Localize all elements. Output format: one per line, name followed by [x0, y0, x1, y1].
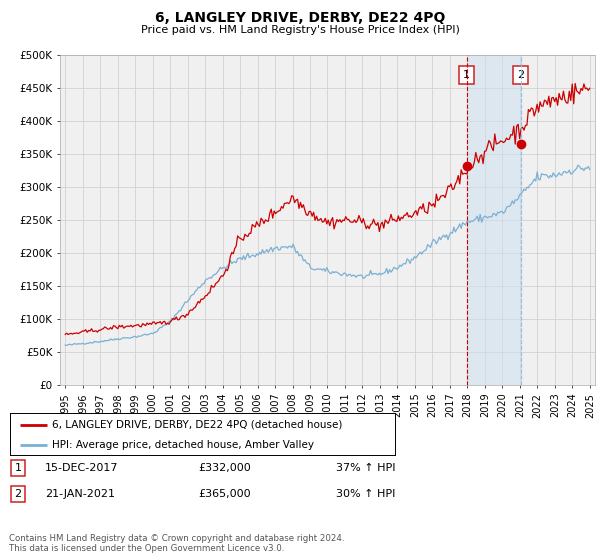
Text: 2: 2: [517, 70, 524, 80]
Text: 1: 1: [14, 463, 22, 473]
Text: 30% ↑ HPI: 30% ↑ HPI: [336, 489, 395, 499]
Text: 6, LANGLEY DRIVE, DERBY, DE22 4PQ (detached house): 6, LANGLEY DRIVE, DERBY, DE22 4PQ (detac…: [52, 420, 343, 430]
Text: 2: 2: [14, 489, 22, 499]
Bar: [467, 55, 521, 385]
Text: £365,000: £365,000: [198, 489, 251, 499]
Text: 15-DEC-2017: 15-DEC-2017: [45, 463, 119, 473]
Text: 1: 1: [463, 70, 470, 80]
Text: HPI: Average price, detached house, Amber Valley: HPI: Average price, detached house, Ambe…: [52, 440, 314, 450]
Text: 37% ↑ HPI: 37% ↑ HPI: [336, 463, 395, 473]
Text: £332,000: £332,000: [198, 463, 251, 473]
Text: Price paid vs. HM Land Registry's House Price Index (HPI): Price paid vs. HM Land Registry's House …: [140, 25, 460, 35]
Text: 6, LANGLEY DRIVE, DERBY, DE22 4PQ: 6, LANGLEY DRIVE, DERBY, DE22 4PQ: [155, 11, 445, 25]
Text: Contains HM Land Registry data © Crown copyright and database right 2024.
This d: Contains HM Land Registry data © Crown c…: [9, 534, 344, 553]
Text: 21-JAN-2021: 21-JAN-2021: [45, 489, 115, 499]
